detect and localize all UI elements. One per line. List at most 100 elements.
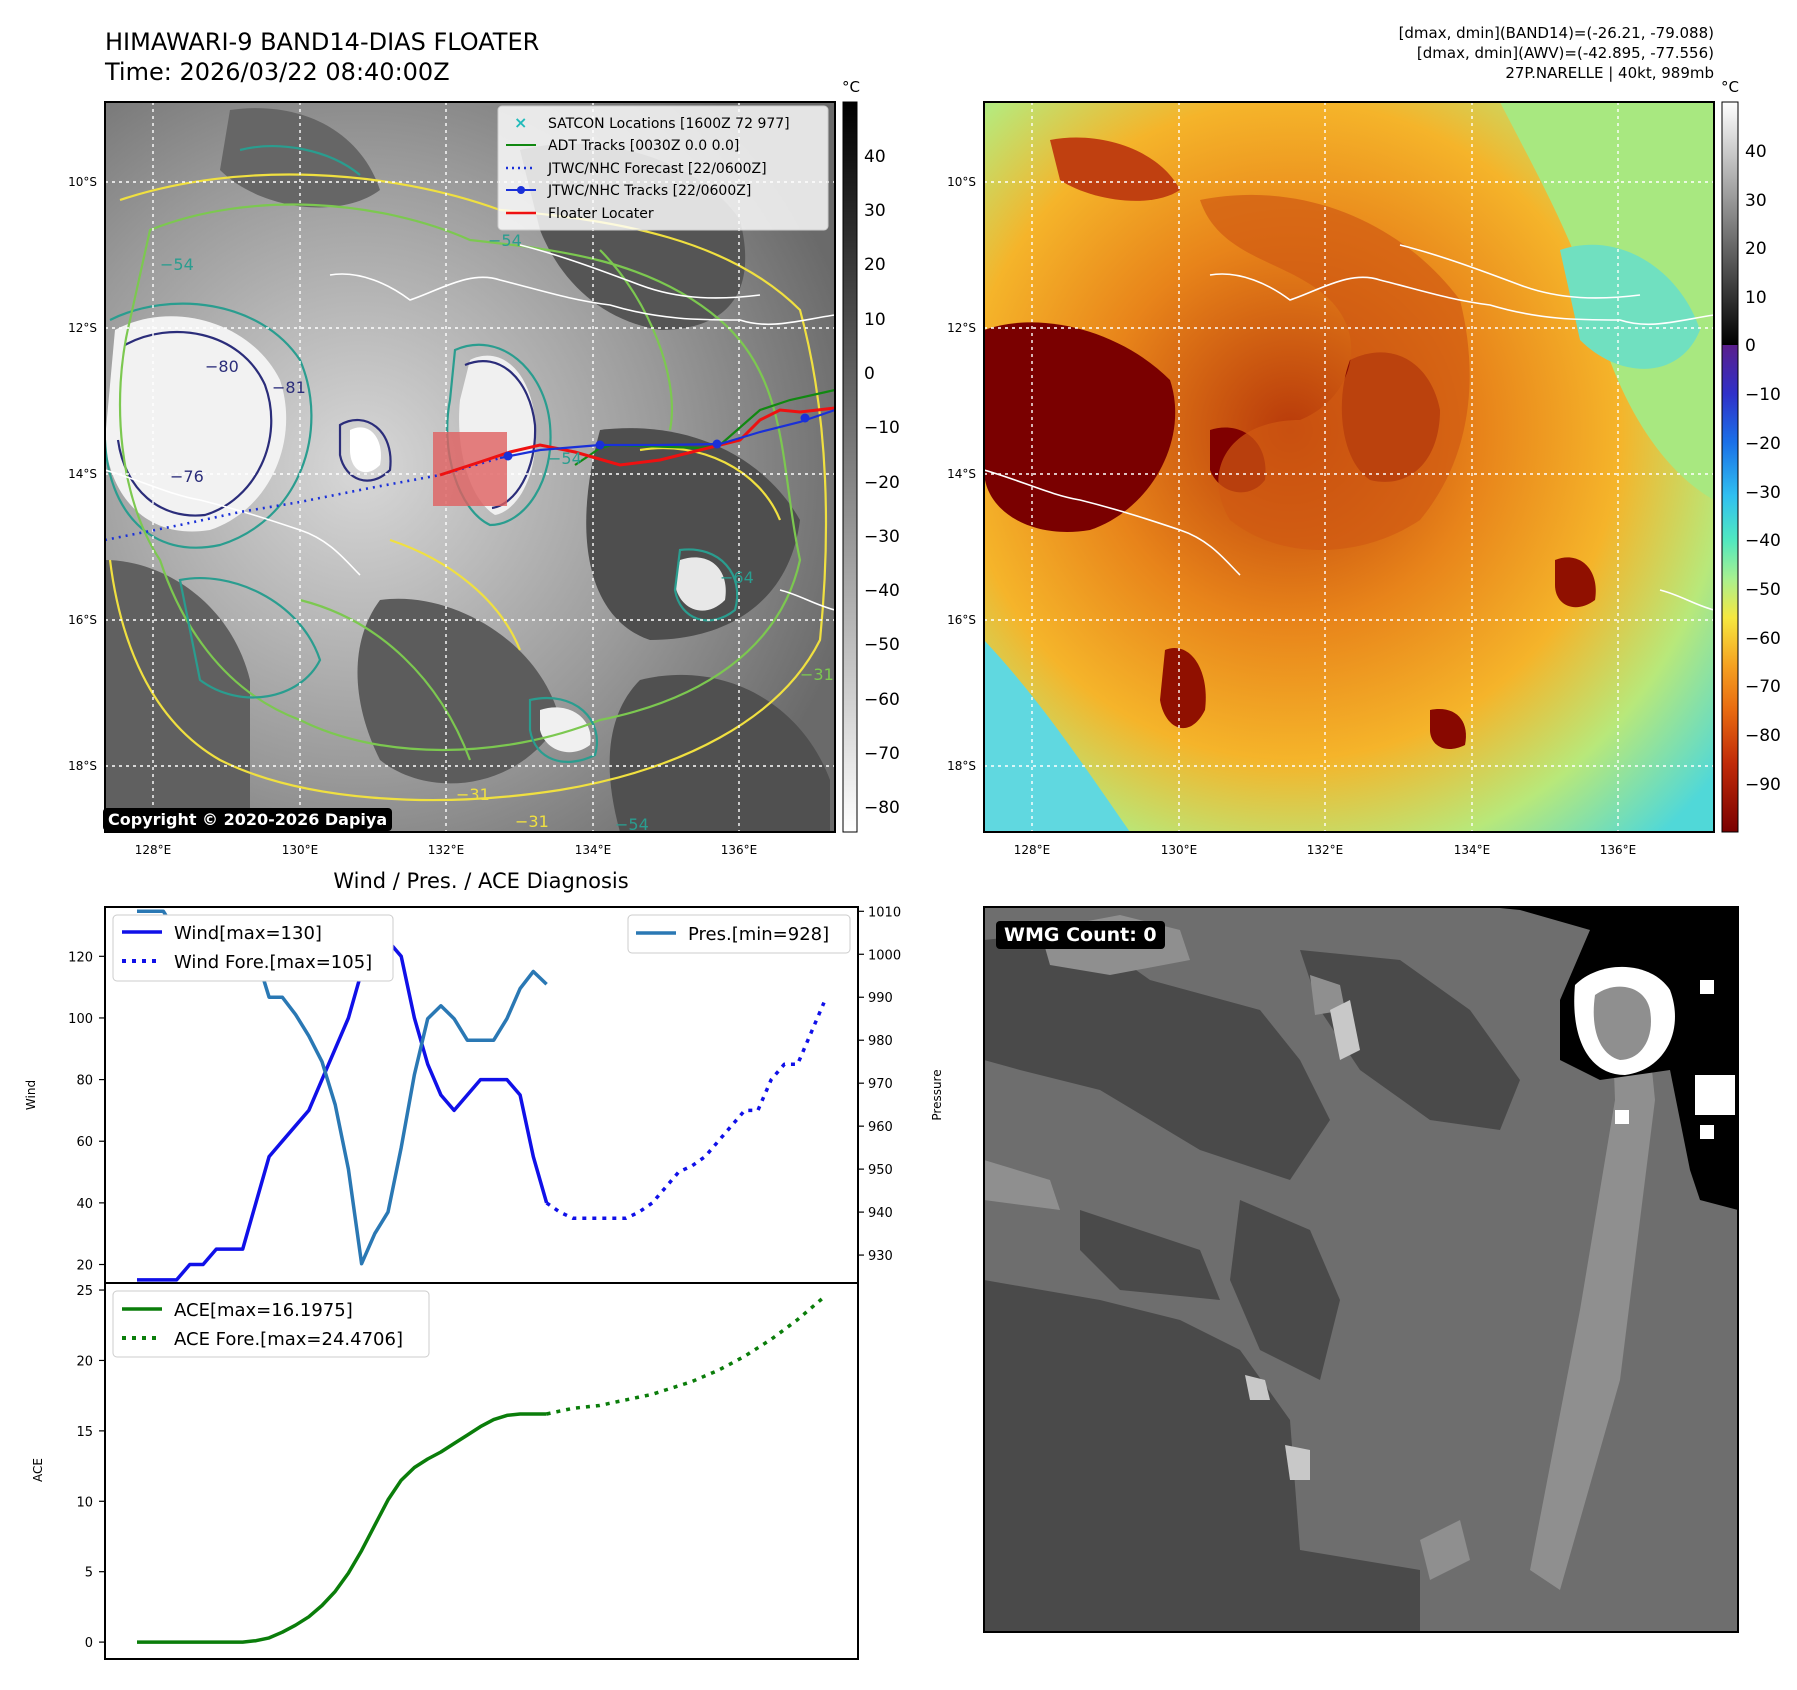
legend-label: JTWC/NHC Forecast [22/0600Z] xyxy=(547,161,767,177)
figure-title-line2: Time: 2026/03/22 08:40:00Z xyxy=(104,58,450,86)
awv-gridlines xyxy=(984,102,1714,832)
ir-colorbar: °C 40 30 20 10 0 −10 −20 −30 −40 −50 −60… xyxy=(842,78,900,833)
legend-entry-forecast: JTWC/NHC Forecast [22/0600Z] xyxy=(506,161,767,177)
wind-tick-label: 80 xyxy=(76,1074,93,1089)
lat-label: 10°S xyxy=(947,175,976,189)
lat-label: 10°S xyxy=(68,175,97,189)
awv-lat-labels: 10°S 12°S 14°S 16°S 18°S xyxy=(947,175,976,773)
legend-label: ACE Fore.[max=24.4706] xyxy=(174,1329,403,1350)
ir-legend: × SATCON Locations [1600Z 72 977] ADT Tr… xyxy=(497,105,829,231)
colorbar-tick: −20 xyxy=(864,473,900,493)
legend-label: ADT Tracks [0030Z 0.0 0.0] xyxy=(548,138,739,154)
ace-tick-label: 15 xyxy=(76,1425,93,1440)
lon-label: 130°E xyxy=(282,843,319,857)
colorbar-tick: −40 xyxy=(864,581,900,601)
colorbar-tick: 20 xyxy=(864,255,886,275)
ace-legend: ACE[max=16.1975] ACE Fore.[max=24.4706] xyxy=(112,1290,430,1358)
pressure-tick-label: 940 xyxy=(868,1206,893,1221)
wind-tick-label: 120 xyxy=(68,950,93,965)
colorbar-tick: −50 xyxy=(1745,580,1781,600)
ir-map-panel: −54 −54 −80 −81 −76 −54 −64 −31 −31 −31 … xyxy=(68,78,900,857)
wind-line xyxy=(137,923,549,1282)
legend-entry-adt: ADT Tracks [0030Z 0.0 0.0] xyxy=(506,138,739,154)
awv-colorbar: °C 40 30 20 10 0 −10 −20 −30 −40 −50 −60… xyxy=(1721,78,1781,833)
colorbar-unit: °C xyxy=(1721,78,1739,96)
colorbar-unit: °C xyxy=(842,78,860,96)
colorbar-tick: −40 xyxy=(1745,531,1781,551)
ace-tick-label: 5 xyxy=(85,1566,93,1581)
ace-axis-label: ACE xyxy=(31,1458,45,1482)
colorbar-tick: −80 xyxy=(1745,726,1781,746)
colorbar-tick: −30 xyxy=(864,527,900,547)
awv-colorbar-ticks: 40 30 20 10 0 −10 −20 −30 −40 −50 −60 −7… xyxy=(1745,142,1781,795)
stats-line1: [dmax, dmin](BAND14)=(-26.21, -79.088) xyxy=(1399,24,1714,42)
lat-label: 14°S xyxy=(68,467,97,481)
colorbar-tick: 10 xyxy=(864,310,886,330)
ace-tick-label: 20 xyxy=(76,1354,93,1369)
wmg-count-badge: WMG Count: 0 xyxy=(996,921,1165,949)
contour-label: −81 xyxy=(272,378,306,397)
wind-axis-ticks: 20 40 60 80 100 120 xyxy=(68,950,105,1274)
lat-label: 14°S xyxy=(947,467,976,481)
stats-line3: 27P.NARELLE | 40kt, 989mb xyxy=(1505,64,1714,82)
lon-label: 136°E xyxy=(721,843,758,857)
copyright-label: Copyright © 2020-2026 Dapiya xyxy=(103,808,393,831)
ace-tick-label: 0 xyxy=(85,1636,93,1651)
colorbar-tick: −20 xyxy=(1745,434,1781,454)
colorbar-tick: −60 xyxy=(1745,629,1781,649)
ace-series xyxy=(137,1295,826,1644)
pressure-legend: Pres.[min=928] xyxy=(627,914,851,954)
lat-label: 16°S xyxy=(68,613,97,627)
wind-tick-label: 60 xyxy=(76,1135,93,1150)
colorbar-tick: 10 xyxy=(1745,288,1767,308)
contour-label: −54 xyxy=(488,231,522,250)
wmg-panel xyxy=(983,906,1739,1633)
pressure-tick-label: 930 xyxy=(868,1249,893,1264)
colorbar-tick: −10 xyxy=(864,418,900,438)
contour-label: −31 xyxy=(800,665,834,684)
colorbar-tick: −80 xyxy=(864,798,900,818)
pressure-tick-label: 1010 xyxy=(868,905,901,920)
x-marker-icon: × xyxy=(514,113,527,132)
colorbar-tick: −70 xyxy=(864,744,900,764)
wind-tick-label: 40 xyxy=(76,1197,93,1212)
lon-label: 132°E xyxy=(428,843,465,857)
legend-label: JTWC/NHC Tracks [22/0600Z] xyxy=(547,183,751,199)
colorbar-tick: 0 xyxy=(1745,336,1756,356)
legend-label: Pres.[min=928] xyxy=(688,924,829,945)
wind-tick-label: 20 xyxy=(76,1259,93,1274)
contour-label: −54 xyxy=(615,815,649,834)
pressure-tick-label: 990 xyxy=(868,991,893,1006)
ace-forecast-line xyxy=(546,1295,826,1416)
chart-title: Wind / Pres. / ACE Diagnosis xyxy=(333,869,628,893)
lat-label: 18°S xyxy=(947,759,976,773)
colorbar-tick: −50 xyxy=(864,635,900,655)
lon-label: 136°E xyxy=(1600,843,1637,857)
legend-label: ACE[max=16.1975] xyxy=(174,1300,353,1321)
colorbar-tick: −60 xyxy=(864,690,900,710)
wind-tick-label: 100 xyxy=(68,1012,93,1027)
colorbar-tick: −10 xyxy=(1745,385,1781,405)
colorbar-tick: 20 xyxy=(1745,239,1767,259)
contour-label: −31 xyxy=(456,785,490,804)
wind-legend: Wind[max=130] Wind Fore.[max=105] xyxy=(112,914,394,982)
ir-colorbar-ticks: 40 30 20 10 0 −10 −20 −30 −40 −50 −60 −7… xyxy=(864,147,900,818)
lon-label: 134°E xyxy=(1454,843,1491,857)
awv-map-imagery xyxy=(984,102,1714,832)
legend-entry-jtwc: JTWC/NHC Tracks [22/0600Z] xyxy=(506,183,751,199)
lon-label: 134°E xyxy=(575,843,612,857)
lat-label: 12°S xyxy=(68,321,97,335)
pressure-tick-label: 950 xyxy=(868,1163,893,1178)
colorbar-tick: 40 xyxy=(864,147,886,167)
figure-title-line1: HIMAWARI-9 BAND14-DIAS FLOATER xyxy=(105,28,539,56)
lat-label: 16°S xyxy=(947,613,976,627)
contour-label: −76 xyxy=(170,467,204,486)
legend-entry-satcon: × SATCON Locations [1600Z 72 977] xyxy=(514,113,790,132)
pressure-tick-label: 960 xyxy=(868,1120,893,1135)
ir-lon-labels: 128°E 130°E 132°E 134°E 136°E xyxy=(135,843,758,857)
pressure-axis-ticks: 930 940 950 960 970 980 990 1000 1010 xyxy=(858,905,901,1264)
ace-tick-label: 10 xyxy=(76,1495,93,1510)
pressure-tick-label: 1000 xyxy=(868,948,901,963)
colorbar-tick: 0 xyxy=(864,364,875,384)
pressure-axis-label: Pressure xyxy=(930,1069,944,1120)
